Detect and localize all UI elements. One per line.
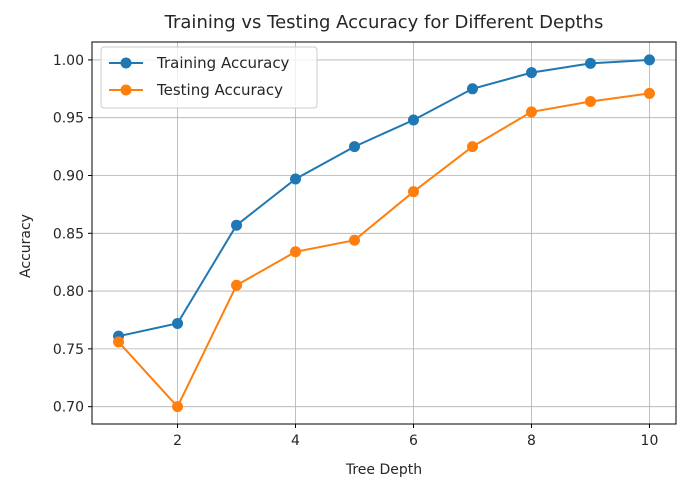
- x-tick-label: 6: [409, 433, 418, 449]
- legend: Training Accuracy Testing Accuracy: [100, 46, 318, 109]
- legend-marker: [120, 84, 132, 96]
- chart-title: Training vs Testing Accuracy for Differe…: [164, 12, 604, 33]
- x-tick-label: 2: [173, 433, 182, 449]
- data-series: [113, 54, 655, 413]
- y-tick-label: 0.90: [53, 168, 84, 184]
- x-axis-ticks: 2 4 6 8 10: [173, 424, 658, 449]
- legend-label: Testing Accuracy: [156, 81, 283, 99]
- data-point: [466, 83, 478, 95]
- data-point: [407, 114, 419, 126]
- y-tick-label: 0.95: [53, 111, 84, 127]
- series-testing: [113, 87, 655, 413]
- data-point: [349, 141, 361, 153]
- data-point: [407, 186, 419, 198]
- legend-marker: [120, 57, 132, 69]
- y-tick-label: 0.75: [53, 342, 84, 358]
- x-tick-label: 4: [291, 433, 300, 449]
- legend-label: Training Accuracy: [156, 54, 290, 72]
- y-axis-ticks: 0.70 0.75 0.80 0.85 0.90 0.95 1.00: [53, 53, 92, 416]
- y-tick-label: 0.85: [53, 226, 84, 242]
- data-point: [172, 401, 184, 413]
- legend-box: [100, 46, 318, 109]
- data-point: [525, 67, 537, 79]
- data-point: [231, 219, 243, 231]
- data-point: [172, 317, 184, 329]
- x-axis-label: Tree Depth: [345, 462, 422, 478]
- series-training: [113, 54, 655, 342]
- series-line: [118, 58, 650, 338]
- series-line: [117, 92, 650, 409]
- x-tick-label: 10: [641, 433, 659, 449]
- y-tick-label: 0.80: [53, 284, 84, 300]
- y-tick-label: 1.00: [53, 53, 84, 69]
- x-tick-label: 8: [527, 433, 536, 449]
- data-point: [290, 173, 302, 185]
- data-point: [231, 279, 243, 291]
- data-point: [525, 106, 537, 118]
- data-point: [349, 234, 361, 246]
- data-point: [643, 87, 655, 99]
- y-axis-label: Accuracy: [18, 214, 34, 278]
- data-point: [584, 96, 596, 108]
- y-tick-label: 0.70: [53, 400, 84, 416]
- data-point: [466, 141, 478, 153]
- data-point: [113, 336, 125, 348]
- data-point: [584, 57, 596, 69]
- data-point: [290, 246, 302, 258]
- data-point: [643, 54, 655, 66]
